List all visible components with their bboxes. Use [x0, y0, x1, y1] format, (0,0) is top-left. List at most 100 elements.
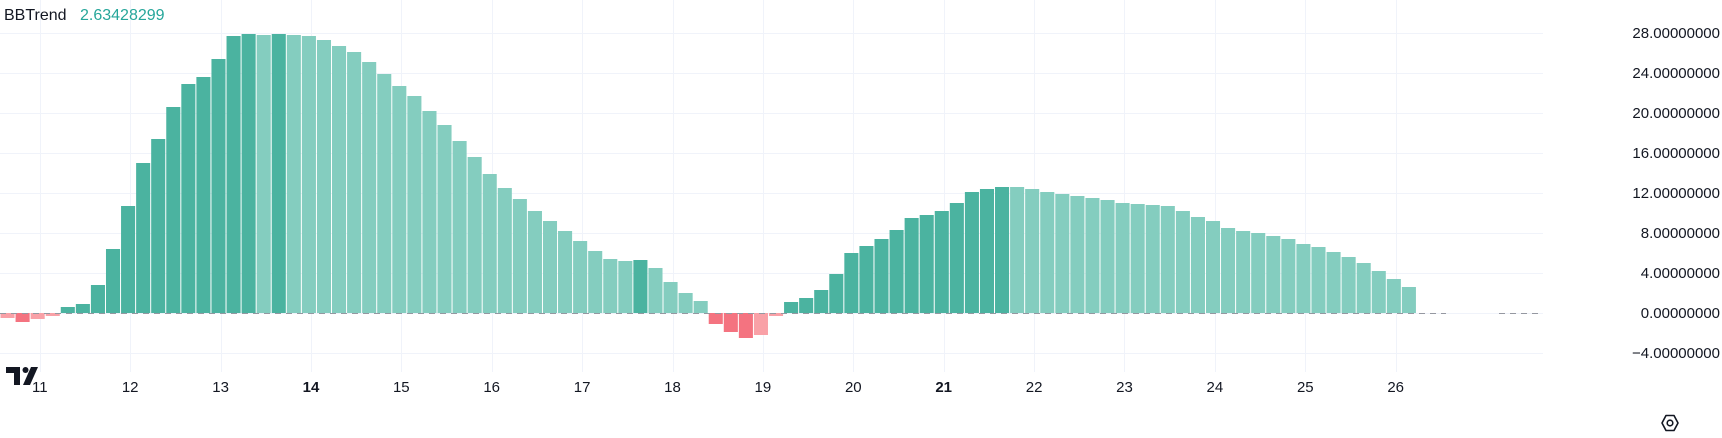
y-axis-label: 24.00000000 — [1632, 65, 1720, 82]
histogram-bar — [1236, 231, 1251, 313]
histogram-bar — [1401, 287, 1416, 313]
histogram-bar — [1025, 189, 1040, 313]
histogram-bar — [663, 282, 678, 313]
histogram-bar — [949, 203, 964, 313]
histogram-bar — [1326, 252, 1341, 313]
x-axis-label: 12 — [122, 379, 139, 396]
y-axis-label: 0.00000000 — [1641, 305, 1720, 322]
histogram-bar — [723, 313, 738, 332]
histogram-bar — [1115, 203, 1130, 313]
x-axis-label: 26 — [1387, 379, 1404, 396]
histogram-bar — [301, 36, 316, 313]
histogram-bar — [166, 107, 181, 313]
histogram-bar — [618, 261, 633, 313]
histogram-bar — [995, 187, 1010, 313]
x-axis-label: 17 — [574, 379, 591, 396]
histogram-bar — [105, 249, 121, 313]
histogram-bar — [829, 274, 844, 313]
histogram-bar — [964, 192, 979, 313]
histogram-bar — [392, 86, 407, 313]
x-axis-label: 22 — [1026, 379, 1043, 396]
y-axis-label: 8.00000000 — [1641, 225, 1720, 242]
histogram-bar — [1160, 206, 1175, 313]
histogram-bar — [693, 301, 708, 313]
x-axis-label: 24 — [1207, 379, 1224, 396]
histogram-bar — [1341, 257, 1356, 313]
histogram-bar — [844, 253, 859, 313]
histogram-bar — [452, 141, 467, 313]
x-axis-label: 15 — [393, 379, 410, 396]
histogram-bar — [603, 259, 618, 313]
histogram-bar — [1190, 217, 1205, 313]
histogram-bar — [1221, 228, 1236, 313]
histogram-bar — [588, 251, 603, 313]
histogram-bar — [1311, 247, 1326, 313]
histogram-bar — [738, 313, 753, 338]
histogram-bar — [1175, 211, 1190, 313]
histogram-bar — [1266, 236, 1281, 313]
x-axis-label: 13 — [212, 379, 229, 396]
histogram-bar — [633, 260, 648, 313]
histogram-bar — [377, 74, 392, 313]
histogram-bar — [859, 246, 874, 313]
histogram-bar — [226, 36, 241, 313]
histogram-bar — [136, 163, 151, 313]
histogram-bar — [904, 218, 919, 313]
histogram-bar — [1205, 221, 1221, 313]
tradingview-logo-icon[interactable] — [6, 366, 44, 391]
indicator-name: BBTrend — [4, 7, 67, 24]
histogram-bar — [332, 46, 347, 313]
histogram-bar — [407, 96, 422, 313]
histogram-bar — [527, 211, 542, 313]
histogram-bar — [196, 77, 211, 313]
histogram-bar — [121, 206, 136, 313]
histogram-bar — [467, 157, 482, 313]
y-axis-label: 12.00000000 — [1632, 185, 1720, 202]
histogram-bar — [151, 139, 166, 313]
histogram-bar — [934, 211, 949, 313]
x-axis-label: 14 — [303, 379, 320, 396]
histogram-bar — [1281, 239, 1296, 313]
histogram-bar — [1085, 198, 1100, 313]
histogram-bar — [648, 268, 663, 313]
histogram-bar — [542, 221, 558, 313]
histogram-bar — [708, 313, 723, 324]
histogram-bar — [768, 313, 784, 316]
histogram-bar — [979, 189, 995, 313]
histogram-bar — [90, 285, 105, 313]
histogram-bar — [45, 313, 60, 316]
histogram-bar — [1145, 205, 1160, 313]
histogram-bar — [60, 307, 75, 313]
histogram-bar — [1356, 263, 1371, 313]
histogram-bar — [874, 239, 889, 313]
histogram-bar — [422, 111, 437, 313]
x-axis-label: 23 — [1116, 379, 1133, 396]
y-axis-label: 20.00000000 — [1632, 105, 1720, 122]
x-axis-label: 18 — [664, 379, 681, 396]
histogram-bar — [512, 199, 527, 313]
histogram-bar — [1251, 233, 1266, 313]
histogram-bar — [181, 84, 196, 313]
histogram-bar — [482, 174, 497, 313]
histogram-bar — [573, 241, 588, 313]
settings-gear-icon[interactable] — [1660, 413, 1680, 438]
histogram-bar — [316, 40, 332, 313]
histogram-bar — [1055, 194, 1070, 313]
y-axis-label: 28.00000000 — [1632, 25, 1720, 42]
histogram-bar — [1070, 196, 1085, 313]
histogram-bar — [1296, 244, 1311, 313]
x-axis-label: 16 — [483, 379, 500, 396]
histogram-bar — [256, 35, 271, 313]
y-axis-label: −4.00000000 — [1632, 345, 1720, 362]
histogram-bar — [1100, 200, 1115, 313]
x-axis-label: 20 — [845, 379, 862, 396]
histogram-bar — [919, 215, 934, 313]
y-axis-label: 4.00000000 — [1641, 265, 1720, 282]
indicator-legend[interactable]: BBTrend 2.63428299 — [4, 7, 165, 25]
histogram-bar — [1386, 279, 1401, 313]
histogram-bar — [362, 62, 377, 313]
y-axis-label: 16.00000000 — [1632, 145, 1720, 162]
x-axis-label: 19 — [755, 379, 772, 396]
histogram-bar — [271, 34, 286, 313]
